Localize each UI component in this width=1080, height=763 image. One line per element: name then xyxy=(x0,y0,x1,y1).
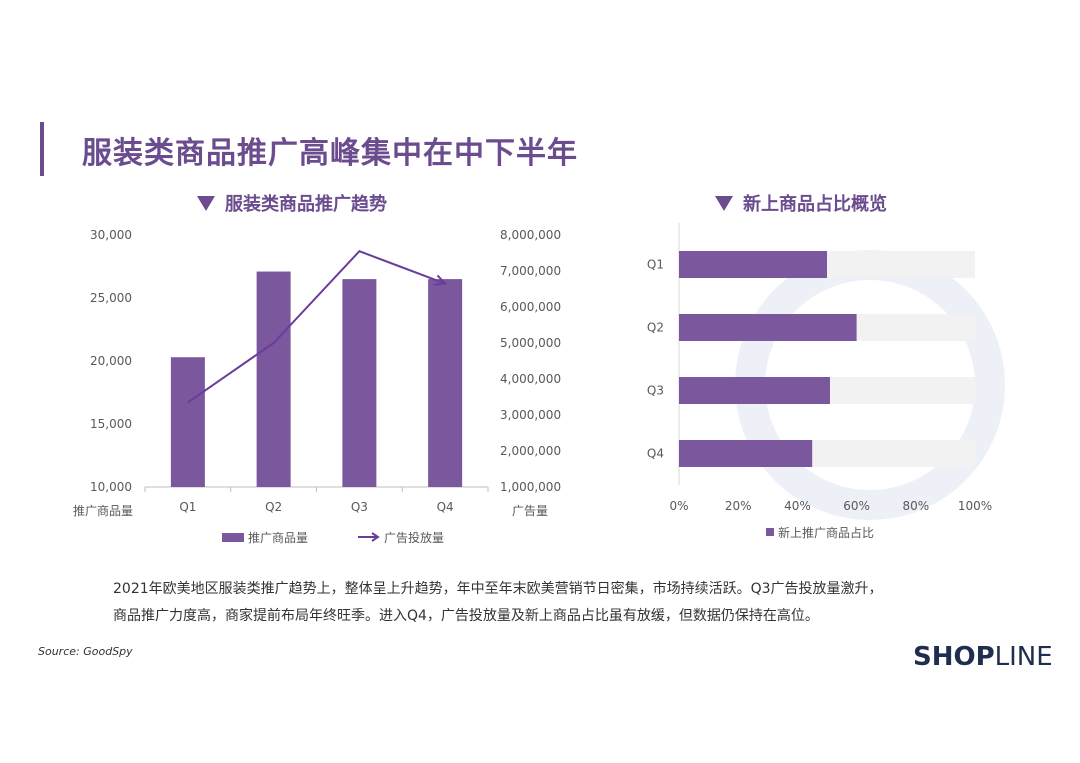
legend-label: 新上推广商品占比 xyxy=(778,525,874,540)
x-tick-label: Q2 xyxy=(265,500,282,514)
right-y-tick-label: 2,000,000 xyxy=(500,444,561,458)
x-tick-label: 60% xyxy=(843,499,870,513)
title-accent-bar xyxy=(40,122,44,176)
source-note: Source: GoodSpy xyxy=(38,645,133,658)
right-axis-title: 广告量 xyxy=(512,504,548,518)
logo-bold-text: SHOP xyxy=(913,642,995,672)
x-tick-label: 80% xyxy=(902,499,929,513)
bar-q4 xyxy=(428,279,463,487)
right-y-tick-label: 3,000,000 xyxy=(500,408,561,422)
share-bar-chart: Q1 Q2 Q3 Q4 0% 20% 40% 60% 80% 100% 新上推广商品占比 xyxy=(647,223,1005,540)
bar-q2 xyxy=(256,271,291,487)
legend-swatch xyxy=(766,528,774,536)
x-tick-label: 20% xyxy=(725,499,752,513)
right-y-tick-label: 6,000,000 xyxy=(500,300,561,314)
y-tick-label: Q3 xyxy=(647,384,664,398)
legend-arrow-icon xyxy=(371,532,380,542)
right-y-tick-label: 7,000,000 xyxy=(500,264,561,278)
right-y-tick-label: 8,000,000 xyxy=(500,228,561,242)
bar-q1 xyxy=(170,357,205,487)
left-y-tick-label: 15,000 xyxy=(90,417,132,431)
shopline-logo: SHOPLINE xyxy=(913,642,1053,672)
x-tick-label: Q3 xyxy=(351,500,368,514)
right-y-tick-label: 4,000,000 xyxy=(500,372,561,386)
x-tick-label: 100% xyxy=(958,499,992,513)
x-tick-label: Q1 xyxy=(179,500,196,514)
ad-volume-arrow xyxy=(433,274,448,286)
triangle-down-icon xyxy=(715,196,733,211)
bar-q4 xyxy=(679,440,813,467)
share-chart-title-text: 新上商品占比概览 xyxy=(743,194,887,215)
description: 2021年欧美地区服装类推广趋势上，整体呈上升趋势，年中至年末欧美营销节日密集，… xyxy=(113,576,963,630)
bar-q3 xyxy=(679,377,830,404)
left-y-tick-label: 20,000 xyxy=(90,354,132,368)
ad-volume-line xyxy=(187,250,446,404)
x-tick-label: 0% xyxy=(669,499,688,513)
share-chart-title: 新上商品占比概览 xyxy=(715,190,887,216)
triangle-down-icon xyxy=(197,196,215,211)
trend-combo-chart: 10,000 15,000 20,000 25,000 30,000 1,000,000 2… xyxy=(73,228,561,545)
y-tick-label: Q2 xyxy=(647,321,664,335)
left-y-tick-label: 25,000 xyxy=(90,291,132,305)
bar-q3 xyxy=(342,279,377,487)
y-tick-label: Q1 xyxy=(647,258,664,272)
left-y-tick-label: 10,000 xyxy=(90,480,132,494)
logo-thin-text: LINE xyxy=(994,642,1053,672)
legend-line-label: 广告投放量 xyxy=(384,530,444,545)
x-tick-label: Q4 xyxy=(437,500,454,514)
description-line-2: 商品推广力度高，商家提前布局年终旺季。进入Q4，广告投放量及新上商品占比虽有放缓… xyxy=(113,608,819,624)
bar-q1 xyxy=(679,251,827,278)
page-title: 服装类商品推广高峰集中在中下半年 xyxy=(82,136,578,171)
right-y-tick-label: 1,000,000 xyxy=(500,480,561,494)
description-line-1: 2021年欧美地区服装类推广趋势上，整体呈上升趋势，年中至年末欧美营销节日密集，… xyxy=(113,581,883,597)
trend-chart-title-text: 服装类商品推广趋势 xyxy=(225,194,387,215)
trend-chart-title: 服装类商品推广趋势 xyxy=(197,190,387,216)
right-y-tick-label: 5,000,000 xyxy=(500,336,561,350)
legend-bar-swatch xyxy=(222,533,244,542)
y-tick-label: Q4 xyxy=(647,447,664,461)
x-tick-label: 40% xyxy=(784,499,811,513)
left-axis-title: 推广商品量 xyxy=(73,503,133,518)
legend-bar-label: 推广商品量 xyxy=(248,530,308,545)
bar-q2 xyxy=(679,314,857,341)
left-y-tick-label: 30,000 xyxy=(90,228,132,242)
